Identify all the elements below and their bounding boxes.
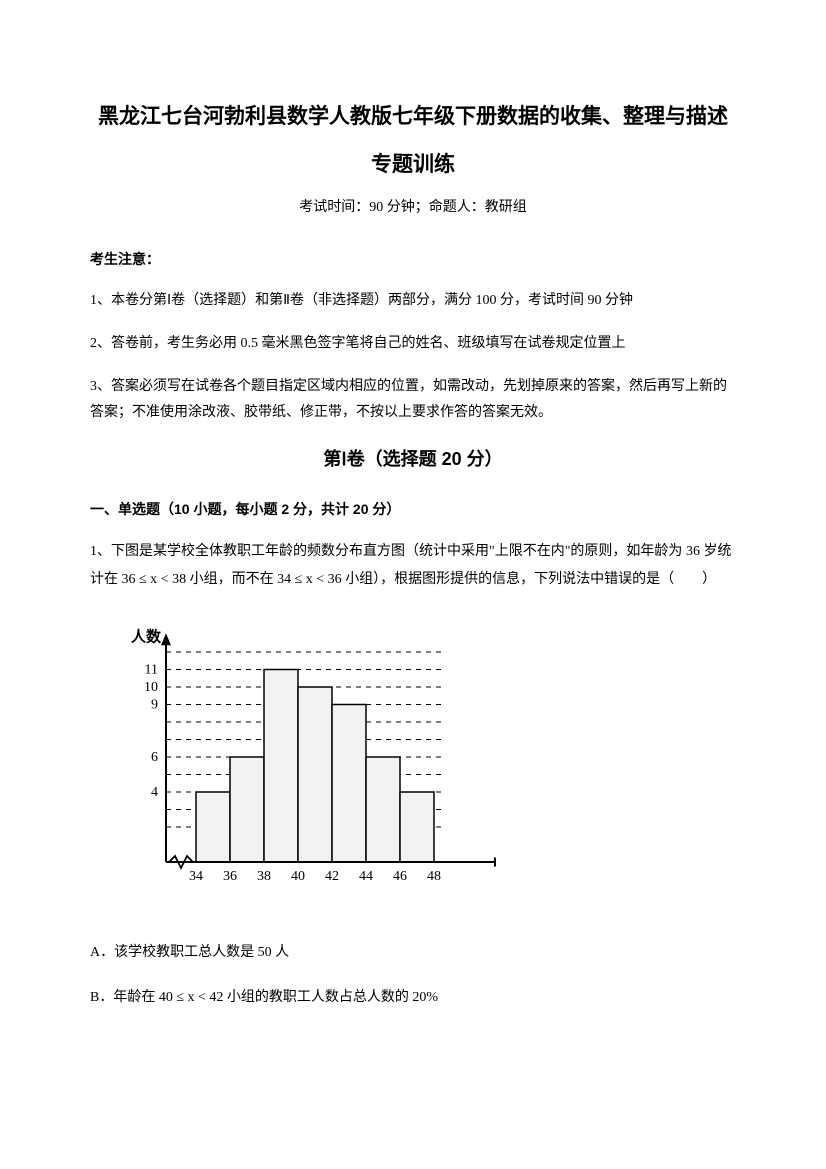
histogram-chart: 46910113436384042444648人数年龄	[96, 614, 736, 902]
notice-3: 3、答案必须写在试卷各个题目指定区域内相应的位置，如需改动，先划掉原来的答案，然…	[90, 374, 736, 424]
svg-text:10: 10	[144, 680, 158, 695]
option-A: A．该学校教职工总人数是 50 人	[90, 942, 736, 964]
histogram-svg: 46910113436384042444648人数年龄	[96, 614, 496, 894]
exam-info: 考试时间：90 分钟；命题人：教研组	[90, 197, 736, 219]
q1-text-3: 小组，而不在	[190, 572, 274, 587]
part1-header: 一、单选题（10 小题，每小题 2 分，共计 20 分）	[90, 498, 736, 520]
option-B-pre: B．年龄在	[90, 990, 155, 1005]
svg-text:38: 38	[257, 869, 271, 884]
svg-text:46: 46	[393, 869, 407, 884]
q1-expr-1: 36 ≤ x < 38	[122, 572, 187, 587]
svg-text:36: 36	[223, 869, 237, 884]
svg-text:人数: 人数	[131, 627, 162, 645]
svg-text:42: 42	[325, 869, 339, 884]
q1-text-4: 小组），根据图形提供的信息，下列说法中错误的是（ ）	[345, 572, 716, 587]
svg-text:9: 9	[151, 697, 158, 712]
q1-text-1: 1、下图是某学校全体教职工年龄的频数分布直方图（统计中采用"上限不在内"的原则，…	[90, 544, 682, 559]
q1-expr-2: 34 ≤ x < 36	[277, 572, 342, 587]
svg-text:4: 4	[151, 785, 158, 800]
svg-text:34: 34	[189, 869, 203, 884]
option-B-expr: 40 ≤ x < 42	[159, 990, 224, 1005]
option-B-post: 小组的教职工人数占总人数的 20%	[227, 990, 438, 1005]
notice-1: 1、本卷分第Ⅰ卷（选择题）和第Ⅱ卷（非选择题）两部分，满分 100 分，考试时间…	[90, 288, 736, 313]
svg-text:48: 48	[427, 869, 441, 884]
svg-text:11: 11	[145, 662, 158, 677]
option-B: B．年龄在 40 ≤ x < 42 小组的教职工人数占总人数的 20%	[90, 987, 736, 1009]
doc-title-line2: 专题训练	[90, 148, 736, 182]
doc-title-line1: 黑龙江七台河勃利县数学人教版七年级下册数据的收集、整理与描述	[90, 100, 736, 134]
notice-2: 2、答卷前，考生务必用 0.5 毫米黑色签字笔将自己的姓名、班级填写在试卷规定位…	[90, 331, 736, 356]
notice-header: 考生注意：	[90, 248, 736, 270]
section-1-header: 第Ⅰ卷（选择题 20 分）	[90, 445, 736, 474]
svg-text:6: 6	[151, 750, 158, 765]
question-1: 1、下图是某学校全体教职工年龄的频数分布直方图（统计中采用"上限不在内"的原则，…	[90, 538, 736, 594]
svg-text:44: 44	[359, 869, 373, 884]
svg-text:40: 40	[291, 869, 305, 884]
